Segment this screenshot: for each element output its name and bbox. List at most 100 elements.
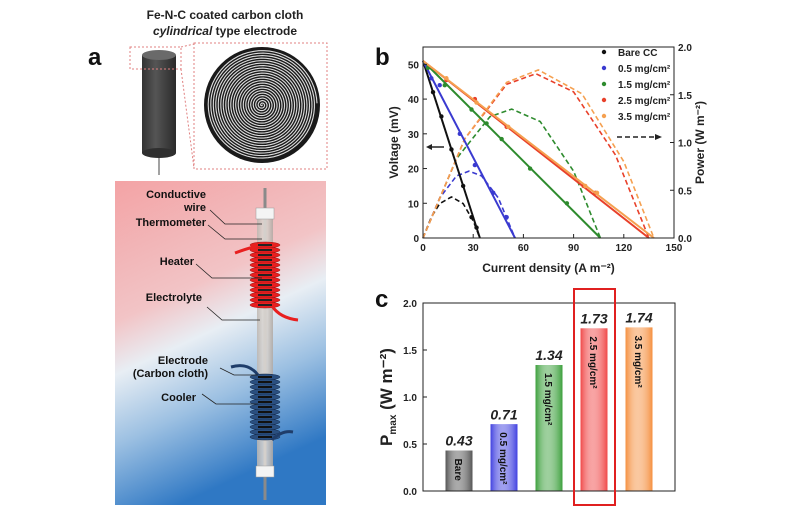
y2-tick-label: 0.5 [678, 186, 692, 197]
y2-tick-label: 0.0 [678, 234, 692, 245]
voltage-point-4 [444, 76, 449, 81]
leader-lines [195, 209, 262, 405]
cooler-gap [258, 391, 272, 393]
bar-value-label: 0.71 [490, 406, 517, 422]
electrode-diagram [115, 42, 328, 505]
label-cooler: Cooler [161, 392, 196, 404]
heater-gap [258, 259, 272, 261]
bar-category-label: 1.5 mg/cm² [542, 373, 553, 426]
y2-axis-label: Power (W m⁻²) [693, 101, 707, 184]
highlight-box [573, 288, 616, 506]
cooler-gap [258, 376, 272, 378]
heater-gap [258, 304, 272, 306]
voltage-point-2 [527, 166, 533, 171]
cooler-gap [258, 396, 272, 398]
bar-value-label: 0.43 [445, 433, 472, 449]
voltage-point-1 [437, 83, 442, 88]
heater-gap [258, 244, 272, 246]
voltage-point-1 [504, 214, 509, 220]
legend-label: Bare CC [618, 48, 657, 59]
bar-category-label: 0.5 mg/cm² [497, 432, 508, 485]
bar-category-label: 2.5 mg/cm² [587, 336, 598, 389]
y-tick-label: 10 [408, 199, 420, 210]
voltage-point-0 [430, 89, 436, 95]
title-rest: type electrode [212, 24, 298, 38]
heater-gap [258, 294, 272, 296]
label-heater: Heater [159, 256, 194, 268]
cooler-gap [258, 381, 272, 383]
legend-marker [601, 81, 607, 87]
y-axis-label-main: P [377, 435, 396, 446]
spiral-line [207, 50, 318, 159]
heater-gap [258, 289, 272, 291]
cooler-gap [258, 416, 272, 418]
cooler-gap [258, 401, 272, 403]
voltage-point-1 [472, 162, 478, 168]
bar-shine-4 [625, 327, 653, 491]
cooler-gap [258, 421, 272, 423]
spiral-cross-section [193, 42, 328, 170]
label-wire: wire [183, 202, 206, 214]
label-electrode: Electrode [157, 355, 208, 367]
x-tick-label: 0 [420, 243, 426, 254]
cylinder-electrode [129, 43, 195, 175]
bar-shine-3 [580, 328, 608, 491]
cooler-gap [258, 406, 272, 408]
voltage-point-4 [583, 183, 588, 189]
legend-label: 1.5 mg/cm² [618, 80, 671, 91]
voltage-point-0 [439, 114, 444, 119]
label-thermometer: Thermometer [135, 217, 206, 229]
x-tick-label: 60 [518, 243, 530, 254]
heater-gap [258, 249, 272, 251]
label-carbon-cloth: (Carbon cloth) [132, 368, 208, 380]
legend-marker [601, 113, 607, 119]
cooler-gap [258, 436, 272, 438]
heater-gap [258, 269, 272, 271]
power-curve-2 [422, 108, 602, 239]
bar-shine-1 [490, 424, 518, 491]
title-italic: cylindrical [152, 24, 213, 38]
heater-gap [258, 299, 272, 301]
panel-b-label: b [375, 44, 390, 71]
bar-category-label: Bare [452, 459, 463, 482]
reactor-setup [115, 181, 326, 505]
voltage-point-4 [594, 190, 600, 196]
x-tick-label: 30 [468, 243, 480, 254]
heater-gap [258, 264, 272, 266]
y-tick-label: 1.5 [403, 346, 417, 357]
legend-marker [601, 97, 607, 103]
heater-coil [249, 241, 281, 309]
cooler-coil [249, 373, 281, 441]
cooler-gap [258, 411, 272, 413]
bar-category-label: 3.5 mg/cm² [632, 335, 643, 388]
panel-a-label: a [88, 44, 102, 71]
heater-gap [258, 284, 272, 286]
y-tick-label: 30 [408, 130, 420, 141]
voltage-point-0 [449, 147, 454, 152]
label-conductive: Conductive [146, 189, 206, 201]
y-axis-label-unit: (W m⁻²) [377, 348, 396, 415]
voltage-point-1 [491, 190, 496, 196]
voltage-point-2 [499, 136, 504, 142]
power-curve-4 [422, 69, 655, 239]
bar-value-label: 1.34 [535, 347, 562, 363]
voltage-line-4 [422, 60, 655, 239]
label-electrolyte: Electrolyte [145, 292, 202, 304]
y2-tick-label: 1.5 [678, 91, 692, 102]
bar-value-label: 1.73 [580, 310, 607, 326]
voltage-line-1 [422, 60, 516, 239]
voltage-point-0 [474, 225, 479, 230]
x-tick-label: 90 [568, 243, 580, 254]
x-axis-label: Current density (A m⁻²) [482, 261, 615, 275]
plot-frame-b [422, 46, 675, 239]
voltage-point-2 [484, 121, 489, 126]
y-tick-label: 2.0 [403, 299, 417, 310]
x-tick-label: 120 [615, 243, 632, 254]
legend-label: 3.5 mg/cm² [618, 112, 671, 123]
y-tick-label: 1.0 [403, 393, 417, 404]
voltage-point-2 [469, 107, 474, 112]
legend-marker [601, 65, 607, 71]
voltage-point-4 [506, 124, 511, 130]
voltage-point-0 [460, 183, 466, 189]
